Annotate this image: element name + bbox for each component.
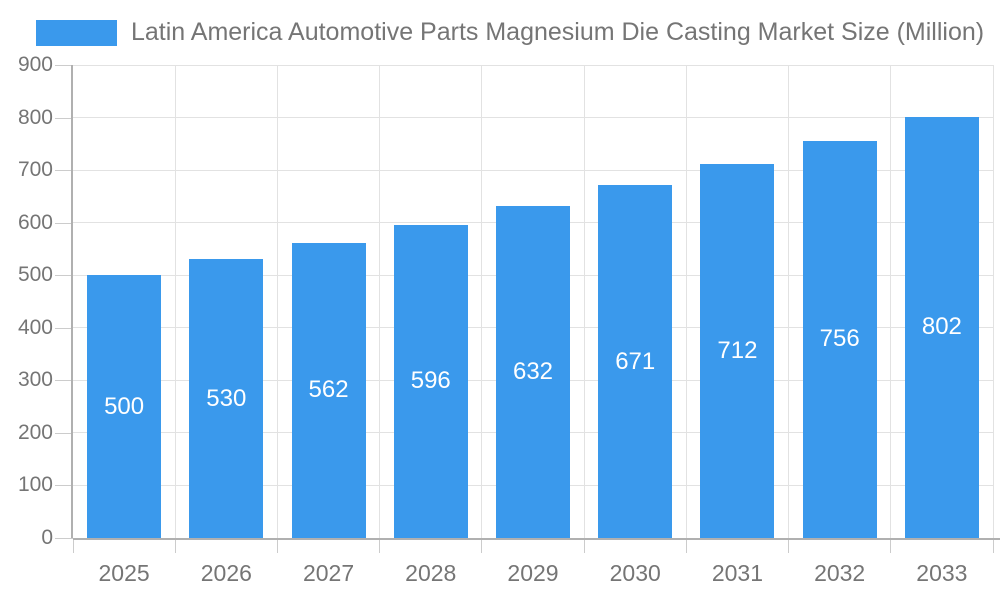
x-axis-category-label: 2026 xyxy=(200,560,252,586)
y-axis-tick xyxy=(55,485,73,487)
bar-value-label: 802 xyxy=(921,313,962,341)
y-axis-tick-label: 200 xyxy=(17,420,53,444)
y-axis-tick-label: 600 xyxy=(17,210,53,234)
bar[interactable]: 632 xyxy=(496,205,570,538)
y-axis-tick xyxy=(55,117,73,119)
y-axis-tick-label: 0 xyxy=(41,526,53,549)
gridline-horizontal xyxy=(73,169,993,171)
legend-swatch xyxy=(36,19,117,46)
gridline-vertical xyxy=(583,65,585,538)
y-axis-tick-label: 100 xyxy=(17,473,53,497)
legend-label: Latin America Automotive Parts Magnesium… xyxy=(131,18,985,46)
x-axis-tick xyxy=(174,540,176,553)
x-axis-tick xyxy=(276,540,278,553)
x-axis-tick xyxy=(481,540,483,553)
bar-value-label: 596 xyxy=(410,367,451,395)
y-axis-tick-label: 300 xyxy=(17,368,53,392)
bar[interactable]: 562 xyxy=(291,242,366,538)
x-axis-tick xyxy=(379,540,381,553)
y-axis-tick-label: 500 xyxy=(17,263,53,287)
x-axis-tick xyxy=(788,540,790,553)
gridline-vertical xyxy=(992,65,994,538)
bar[interactable]: 596 xyxy=(393,224,468,538)
bar-value-label: 671 xyxy=(615,347,656,375)
x-axis-tick xyxy=(72,540,74,553)
y-axis-tick-label: 400 xyxy=(17,315,53,339)
gridline-vertical xyxy=(174,65,176,538)
y-axis-tick xyxy=(55,538,73,539)
y-axis-tick-label: 700 xyxy=(17,158,53,182)
x-axis-category-label: 2033 xyxy=(916,560,968,586)
y-axis-tick xyxy=(55,327,73,329)
legend[interactable]: Latin America Automotive Parts Magnesium… xyxy=(36,18,984,47)
gridline-vertical xyxy=(685,65,687,538)
x-axis-tick xyxy=(583,540,585,553)
x-axis-category-label: 2030 xyxy=(609,560,661,586)
gridline-horizontal xyxy=(73,64,993,66)
x-axis-category-label: 2032 xyxy=(814,560,866,586)
gridline-horizontal xyxy=(73,117,993,119)
bar[interactable]: 530 xyxy=(189,259,264,538)
y-axis-tick-label: 900 xyxy=(17,53,53,76)
gridline-vertical xyxy=(481,65,483,538)
x-axis-category-label: 2029 xyxy=(507,560,559,586)
bar-value-label: 632 xyxy=(512,357,554,385)
bar[interactable]: 756 xyxy=(802,140,877,538)
gridline-vertical xyxy=(890,65,892,538)
x-axis-tick xyxy=(890,540,892,553)
bar[interactable]: 500 xyxy=(87,275,162,538)
bar[interactable]: 712 xyxy=(700,163,775,538)
y-axis-tick-label: 800 xyxy=(17,105,53,129)
x-axis-category-label: 2025 xyxy=(98,560,150,586)
bar-value-label: 530 xyxy=(206,384,247,412)
gridline-vertical xyxy=(788,65,790,538)
y-axis-tick xyxy=(55,65,73,66)
gridline-vertical xyxy=(276,65,278,538)
y-axis-tick xyxy=(55,170,73,172)
x-axis-line xyxy=(73,538,1000,540)
y-axis-line xyxy=(71,65,73,538)
y-axis-tick xyxy=(55,432,73,434)
x-axis-category-label: 2031 xyxy=(711,560,764,586)
y-axis-tick xyxy=(55,222,73,224)
bar[interactable]: 802 xyxy=(904,116,979,538)
bar-value-label: 712 xyxy=(717,336,758,364)
x-axis-tick xyxy=(992,540,994,553)
bar-value-label: 500 xyxy=(104,392,145,420)
y-axis-tick xyxy=(55,380,73,382)
x-axis-category-label: 2028 xyxy=(405,560,457,586)
bar[interactable]: 671 xyxy=(598,185,673,538)
bar-value-label: 756 xyxy=(819,325,860,353)
gridline-vertical xyxy=(379,65,381,538)
bar-value-label: 562 xyxy=(308,376,349,404)
x-axis-tick xyxy=(685,540,687,553)
y-axis-tick xyxy=(55,275,73,277)
x-axis-category-label: 2027 xyxy=(302,560,355,586)
